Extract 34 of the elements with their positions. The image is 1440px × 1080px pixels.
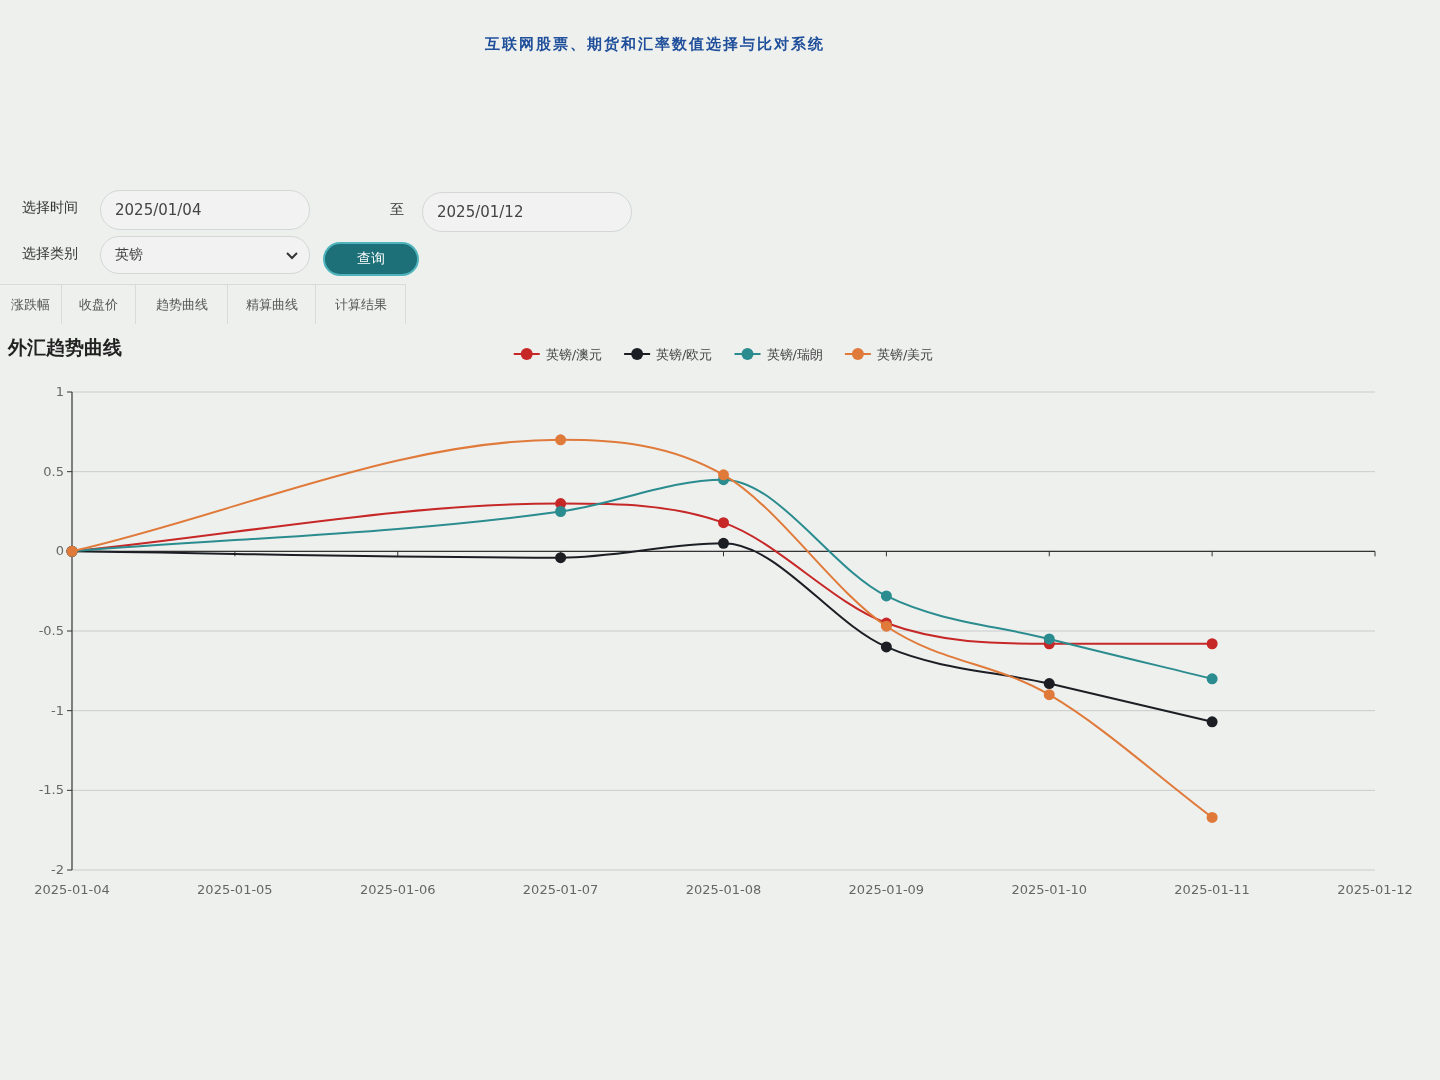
control-tab: 收盘价 [62,284,136,324]
x-tick-label: 2025-01-10 [1011,882,1088,897]
chart-title: 外汇趋势曲线 [7,336,122,358]
y-tick-label: 0 [55,543,64,559]
y-tick-label: -2 [51,862,64,877]
control-select: 英镑 [100,236,310,274]
control-tab: 涨跌幅 [0,284,62,324]
legend-label: 英镑/欧元 [656,347,713,362]
x-tick-label: 2025-01-11 [1174,882,1250,897]
legend-label: 英镑/美元 [876,347,934,362]
x-tick-label: 2025-01-06 [359,882,436,897]
control-tab: 趋势曲线 [136,284,228,324]
x-tick-label: 2025-01-08 [685,882,762,897]
x-tick-label: 2025-01-12 [1337,882,1413,897]
x-tick-label: 2025-01-09 [848,882,925,897]
legend-label: 英镑/澳元 [545,347,603,362]
text: 选择类别 [22,245,78,263]
y-tick-label: -1 [51,702,64,718]
text: 互联网股票、期货和汇率数值选择与比对系统 [484,33,826,55]
control-input: 2025/01/04 [100,190,310,230]
x-tick-label: 2025-01-05 [197,882,273,897]
text: 至 [390,201,404,219]
legend-label: 英镑/瑞朗 [766,347,823,362]
control-tab: 计算结果 [316,284,406,324]
y-tick-label: -1.5 [38,782,64,798]
control-tab: 精算曲线 [228,284,316,324]
control-button: 查询 [323,242,419,276]
y-tick-label: -0.5 [38,623,64,638]
x-tick-label: 2025-01-07 [522,882,599,897]
x-tick-label: 2025-01-04 [34,882,110,897]
y-tick-label: 0.5 [43,463,64,479]
y-tick-label: 1 [55,384,64,399]
control-input: 2025/01/12 [422,192,632,232]
text: 选择时间 [22,199,78,217]
